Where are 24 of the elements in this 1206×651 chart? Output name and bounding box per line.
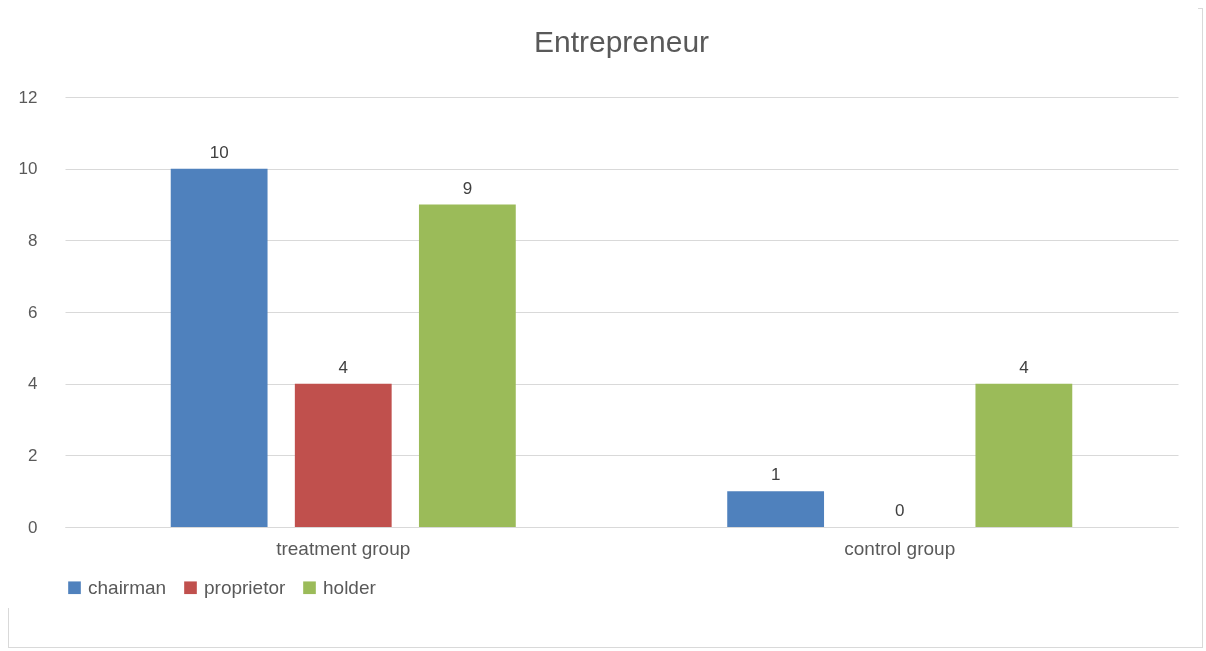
data-label: 9 bbox=[462, 178, 473, 198]
x-tick-label: control group bbox=[844, 537, 956, 559]
legend-label: holder bbox=[323, 576, 377, 598]
legend-label: proprietor bbox=[204, 576, 286, 598]
y-tick-label: 2 bbox=[28, 445, 38, 465]
data-label: 1 bbox=[770, 465, 781, 485]
x-tick-label: treatment group bbox=[276, 537, 411, 559]
data-label: 10 bbox=[209, 142, 229, 162]
bar bbox=[727, 491, 825, 527]
y-tick-label: 10 bbox=[18, 159, 38, 179]
chart-title: Entrepreneur bbox=[533, 25, 710, 58]
y-tick-label: 0 bbox=[28, 517, 38, 537]
y-tick-label: 8 bbox=[28, 230, 38, 250]
data-label: 0 bbox=[895, 501, 905, 520]
data-label: 4 bbox=[1019, 357, 1029, 377]
bar bbox=[975, 383, 1073, 527]
bar bbox=[294, 383, 392, 527]
data-label: 4 bbox=[338, 357, 348, 377]
legend-label: chairman bbox=[88, 576, 167, 598]
y-tick-label: 12 bbox=[18, 87, 38, 107]
y-tick-label: 4 bbox=[28, 374, 38, 394]
y-tick-label: 6 bbox=[28, 302, 38, 322]
bar bbox=[418, 204, 516, 527]
bar bbox=[170, 168, 268, 527]
